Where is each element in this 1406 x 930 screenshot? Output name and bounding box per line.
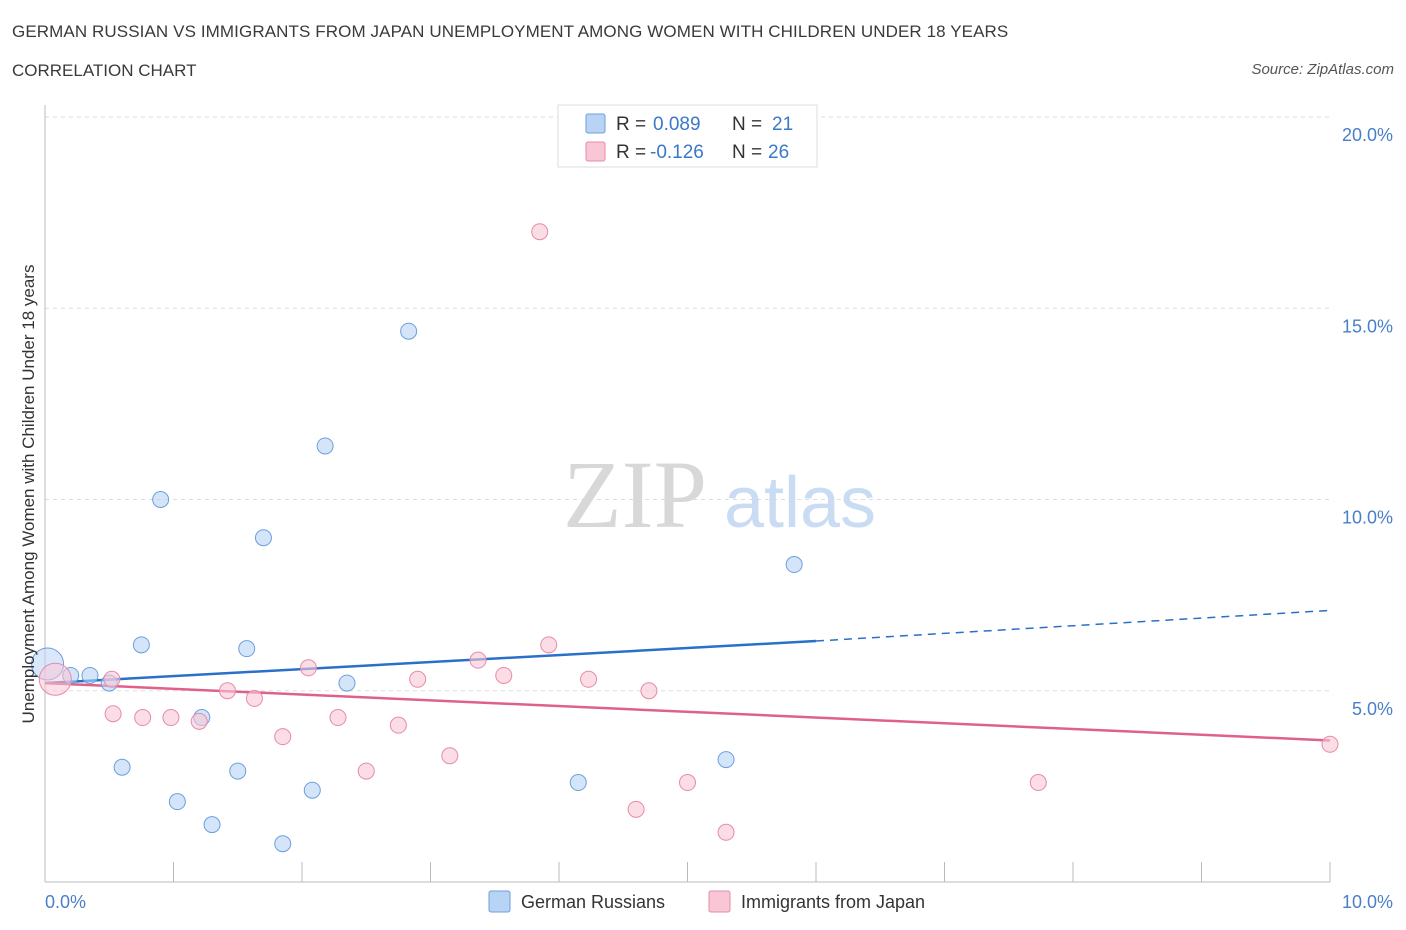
data-points (31, 223, 1339, 853)
point-german (113, 758, 131, 776)
point-japan (580, 670, 598, 688)
point-japan (469, 651, 487, 669)
point-japan (441, 747, 459, 765)
series-legend: German Russians Immigrants from Japan (488, 890, 925, 913)
x-tick-label: 10.0% (1342, 892, 1393, 912)
point-german (254, 529, 272, 547)
legend-swatch-japan (585, 141, 606, 162)
point-japan (357, 762, 375, 780)
point-german (569, 774, 587, 792)
series-legend-swatch-japan (708, 890, 731, 913)
legend-swatch-german (585, 113, 606, 134)
point-japan (679, 774, 696, 792)
point-japan (103, 670, 121, 688)
y-tick-label: 5.0% (1352, 699, 1393, 719)
point-japan (540, 636, 558, 654)
trend-line-extension-german (815, 609, 1331, 642)
watermark-atlas: atlas (724, 463, 876, 543)
point-japan (38, 662, 72, 696)
point-german (229, 762, 247, 780)
correlation-legend: R = 0.089 N = 21 R = -0.126 N = 26 (557, 104, 818, 168)
chart-title: GERMAN RUSSIAN VS IMMIGRANTS FROM JAPAN … (12, 22, 1009, 41)
chart-subtitle: CORRELATION CHART (12, 61, 197, 80)
point-japan (218, 682, 236, 700)
point-japan (640, 682, 658, 700)
source-credit: Source: ZipAtlas.com (1251, 61, 1394, 78)
series-legend-label-japan: Immigrants from Japan (741, 892, 925, 912)
point-german (274, 835, 292, 853)
legend-r-value-german: 0.089 (653, 114, 701, 135)
point-japan (627, 800, 645, 818)
point-german (81, 666, 99, 684)
point-german (717, 751, 735, 769)
trend-line-japan (44, 681, 1331, 742)
point-german (400, 322, 418, 340)
y-tick-label: 15.0% (1342, 316, 1393, 336)
point-japan (1321, 735, 1339, 753)
point-japan (104, 705, 122, 723)
point-german (132, 636, 150, 654)
point-japan (1029, 774, 1047, 792)
legend-n-value-japan: 26 (768, 142, 789, 163)
series-legend-label-german: German Russians (521, 892, 665, 912)
point-japan (495, 666, 513, 684)
watermark-zip: ZIP (563, 441, 707, 548)
grid (45, 116, 1330, 692)
legend-n-label-japan: N = (732, 142, 762, 163)
point-german (303, 781, 321, 799)
y-tick-label: 10.0% (1342, 508, 1393, 528)
point-german (338, 674, 356, 692)
axes (44, 105, 1331, 883)
watermark: ZIP atlas (563, 441, 876, 548)
point-german (203, 816, 221, 834)
point-japan (329, 709, 347, 727)
point-japan (717, 823, 735, 841)
legend-r-label-german: R = (616, 114, 646, 135)
trend-line-german (44, 639, 817, 685)
point-german (785, 556, 803, 574)
point-german (168, 793, 186, 811)
legend-r-label-japan: R = (616, 142, 646, 163)
point-japan (162, 709, 180, 727)
point-japan (389, 716, 407, 734)
y-axis-label: Unemployment Among Women with Children U… (19, 265, 38, 724)
point-japan (531, 223, 549, 241)
point-japan (134, 709, 152, 727)
point-german (316, 437, 334, 455)
legend-r-value-japan: -0.126 (650, 142, 704, 163)
point-japan (274, 728, 292, 746)
tick-labels: 5.0% 10.0% 15.0% 20.0% 0.0% 10.0% (45, 125, 1393, 912)
point-german (152, 491, 170, 508)
point-german (238, 640, 256, 658)
point-japan (190, 712, 208, 730)
legend-n-value-german: 21 (772, 114, 793, 135)
trend-lines (44, 609, 1331, 742)
series-legend-swatch-german (488, 890, 511, 913)
x-tick-label: 0.0% (45, 892, 86, 912)
legend-n-label-german: N = (732, 114, 762, 135)
point-japan (409, 670, 427, 688)
y-tick-label: 20.0% (1342, 125, 1393, 145)
point-japan (299, 659, 317, 677)
point-japan (245, 689, 263, 707)
